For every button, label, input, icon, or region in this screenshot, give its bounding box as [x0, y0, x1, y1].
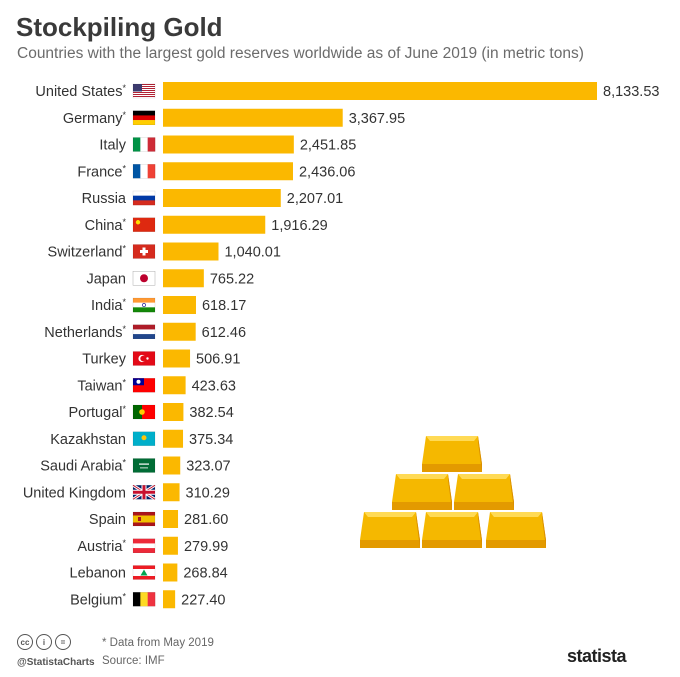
- bar: [163, 510, 179, 528]
- license-icons: cc i =: [17, 634, 71, 650]
- bar: [163, 536, 178, 555]
- country-label: Germany*: [63, 110, 127, 127]
- bar: [163, 242, 219, 261]
- gold-bars-illustration: [360, 436, 546, 548]
- country-label: France*: [77, 163, 126, 180]
- footnote: * Data from May 2019: [102, 637, 214, 649]
- flag-gb-icon: [132, 483, 156, 501]
- country-label: Saudi Arabia*: [40, 458, 126, 475]
- country-label: Spain: [89, 512, 126, 528]
- value-label: 506.91: [196, 352, 240, 368]
- flag-be-icon: [132, 592, 156, 607]
- country-label: Switzerland*: [48, 244, 127, 261]
- flag-lb-icon: [132, 565, 156, 580]
- bar: [163, 269, 204, 288]
- bar: [163, 349, 191, 368]
- value-label: 310.29: [186, 485, 230, 501]
- value-label: 281.60: [184, 512, 228, 528]
- attribution-icon: i: [36, 634, 52, 650]
- flag-kz-icon: [132, 431, 156, 446]
- flag-tr-icon: [132, 351, 156, 366]
- bar: [163, 215, 266, 234]
- flag-es-icon: [132, 511, 156, 527]
- country-label: Japan: [86, 271, 126, 287]
- country-label: Portugal*: [68, 404, 126, 421]
- bar: [163, 376, 186, 395]
- bar: [163, 563, 178, 582]
- cc-icon: cc: [17, 634, 33, 650]
- value-label: 268.84: [183, 566, 227, 582]
- country-label: China*: [85, 217, 127, 234]
- bar: [163, 429, 184, 448]
- country-label: India*: [91, 297, 126, 314]
- flag-it-icon: [132, 137, 156, 152]
- flag-ch-icon: [132, 244, 156, 259]
- brand-logo: statista: [567, 646, 627, 666]
- bar: [163, 322, 196, 341]
- value-label: 3,367.95: [349, 111, 405, 127]
- value-label: 423.63: [192, 378, 236, 394]
- country-label: Taiwan*: [77, 377, 126, 394]
- country-label: Lebanon: [70, 566, 126, 582]
- country-label: Italy: [99, 138, 126, 154]
- bar: [163, 108, 343, 127]
- bar-chart: United States* 8,133.53 Germany* 3,367.95 It…: [23, 82, 659, 609]
- gold-bar-icon: [422, 512, 482, 548]
- country-label: Turkey: [82, 352, 127, 368]
- bar: [163, 403, 184, 421]
- country-label: Netherlands*: [44, 324, 126, 341]
- gold-bar-icon: [360, 512, 420, 548]
- chart-subtitle: Countries with the largest gold reserves…: [17, 45, 584, 62]
- country-label: Belgium*: [70, 591, 126, 608]
- bar: [163, 456, 181, 475]
- bar: [163, 82, 597, 100]
- country-label: United States*: [35, 83, 126, 100]
- flag-at-icon: [132, 538, 156, 553]
- gold-bar-icon: [454, 474, 514, 510]
- flag-cn-icon: [132, 217, 156, 232]
- gold-bar-icon: [486, 512, 546, 548]
- country-label: United Kingdom: [23, 485, 126, 501]
- source-note: Source: IMF: [102, 655, 165, 667]
- value-label: 2,207.01: [287, 191, 343, 207]
- value-label: 1,040.01: [224, 245, 280, 261]
- value-label: 323.07: [186, 459, 230, 475]
- bar: [163, 162, 293, 181]
- chart-title: Stockpiling Gold: [16, 12, 223, 42]
- flag-us-icon: [132, 83, 156, 99]
- value-label: 2,451.85: [300, 138, 356, 154]
- value-label: 1,916.29: [271, 218, 327, 234]
- bar: [163, 590, 176, 609]
- value-label: 2,436.06: [299, 164, 355, 180]
- value-label: 8,133.53: [603, 84, 659, 100]
- gold-bar-icon: [422, 436, 482, 472]
- flag-sa-icon: [132, 458, 156, 473]
- gold-bar-icon: [392, 474, 452, 510]
- bar: [163, 483, 180, 502]
- flag-ru-icon: [132, 190, 156, 206]
- value-label: 375.34: [189, 432, 233, 448]
- country-label: Kazakhstan: [50, 432, 126, 448]
- country-label: Austria*: [77, 538, 126, 555]
- value-label: 618.17: [202, 298, 246, 314]
- social-handle: @StatistaCharts: [17, 657, 95, 668]
- flag-nl-icon: [132, 324, 156, 339]
- value-label: 382.54: [189, 405, 233, 421]
- value-label: 612.46: [202, 325, 246, 341]
- no-derivatives-icon: =: [55, 634, 71, 650]
- bar: [163, 296, 196, 314]
- flag-pt-icon: [132, 404, 156, 420]
- flag-de-icon: [132, 110, 156, 125]
- flag-in-icon: [132, 297, 156, 313]
- value-label: 227.40: [181, 592, 225, 608]
- bar: [163, 135, 294, 154]
- flag-tw-icon: [132, 378, 156, 393]
- value-label: 279.99: [184, 539, 228, 555]
- country-label: Russia: [82, 191, 127, 207]
- bar: [163, 189, 281, 207]
- flag-jp-icon: [132, 271, 156, 286]
- value-label: 765.22: [210, 271, 254, 287]
- flag-fr-icon: [132, 164, 156, 179]
